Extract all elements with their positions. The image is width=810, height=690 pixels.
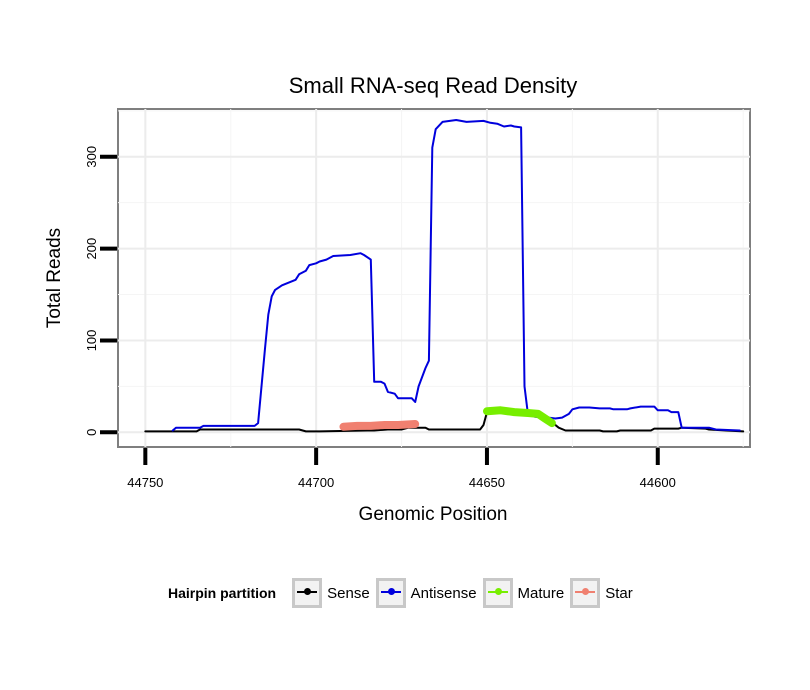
- x-tick-label: 44750: [127, 475, 163, 490]
- series-line-antisense: [171, 119, 741, 432]
- chart-title: Small RNA-seq Read Density: [289, 73, 578, 98]
- legend-key-sense: [292, 578, 323, 608]
- legend-label-antisense: Antisense: [410, 584, 477, 602]
- x-tick-label: 44700: [298, 475, 334, 490]
- y-tick-label: 300: [84, 146, 99, 168]
- y-tick-label: 200: [84, 238, 99, 260]
- x-tick-label: 44600: [640, 475, 676, 490]
- legend-key-antisense: [375, 578, 406, 608]
- y-tick-label: 0: [84, 429, 99, 436]
- x-axis: 44750 44700 44650 44600: [127, 448, 676, 490]
- legend-item-star: Star: [570, 578, 633, 608]
- legend: Hairpin partition Sense Antisense Mature…: [168, 578, 639, 608]
- legend-label-mature: Mature: [517, 584, 565, 602]
- legend-label-star: Star: [605, 584, 633, 602]
- y-axis: 0 100 200 300: [84, 146, 117, 436]
- series-layer: [144, 119, 745, 433]
- plot-panel: [117, 108, 751, 448]
- legend-item-sense: Sense: [292, 578, 370, 608]
- legend-title: Hairpin partition: [168, 585, 277, 601]
- grid: [118, 109, 750, 447]
- plot-background: [117, 108, 751, 448]
- series-line-mature: [483, 406, 556, 428]
- legend-key-mature: [482, 578, 513, 608]
- x-tick-label: 44650: [469, 475, 505, 490]
- y-tick-label: 100: [84, 330, 99, 352]
- legend-key-star: [570, 578, 601, 608]
- x-axis-title: Genomic Position: [359, 504, 508, 525]
- legend-item-antisense: Antisense: [375, 578, 477, 608]
- legend-item-mature: Mature: [482, 578, 565, 608]
- legend-label-sense: Sense: [327, 584, 370, 602]
- series-line-star: [339, 420, 420, 431]
- y-axis-title: Total Reads: [44, 228, 65, 328]
